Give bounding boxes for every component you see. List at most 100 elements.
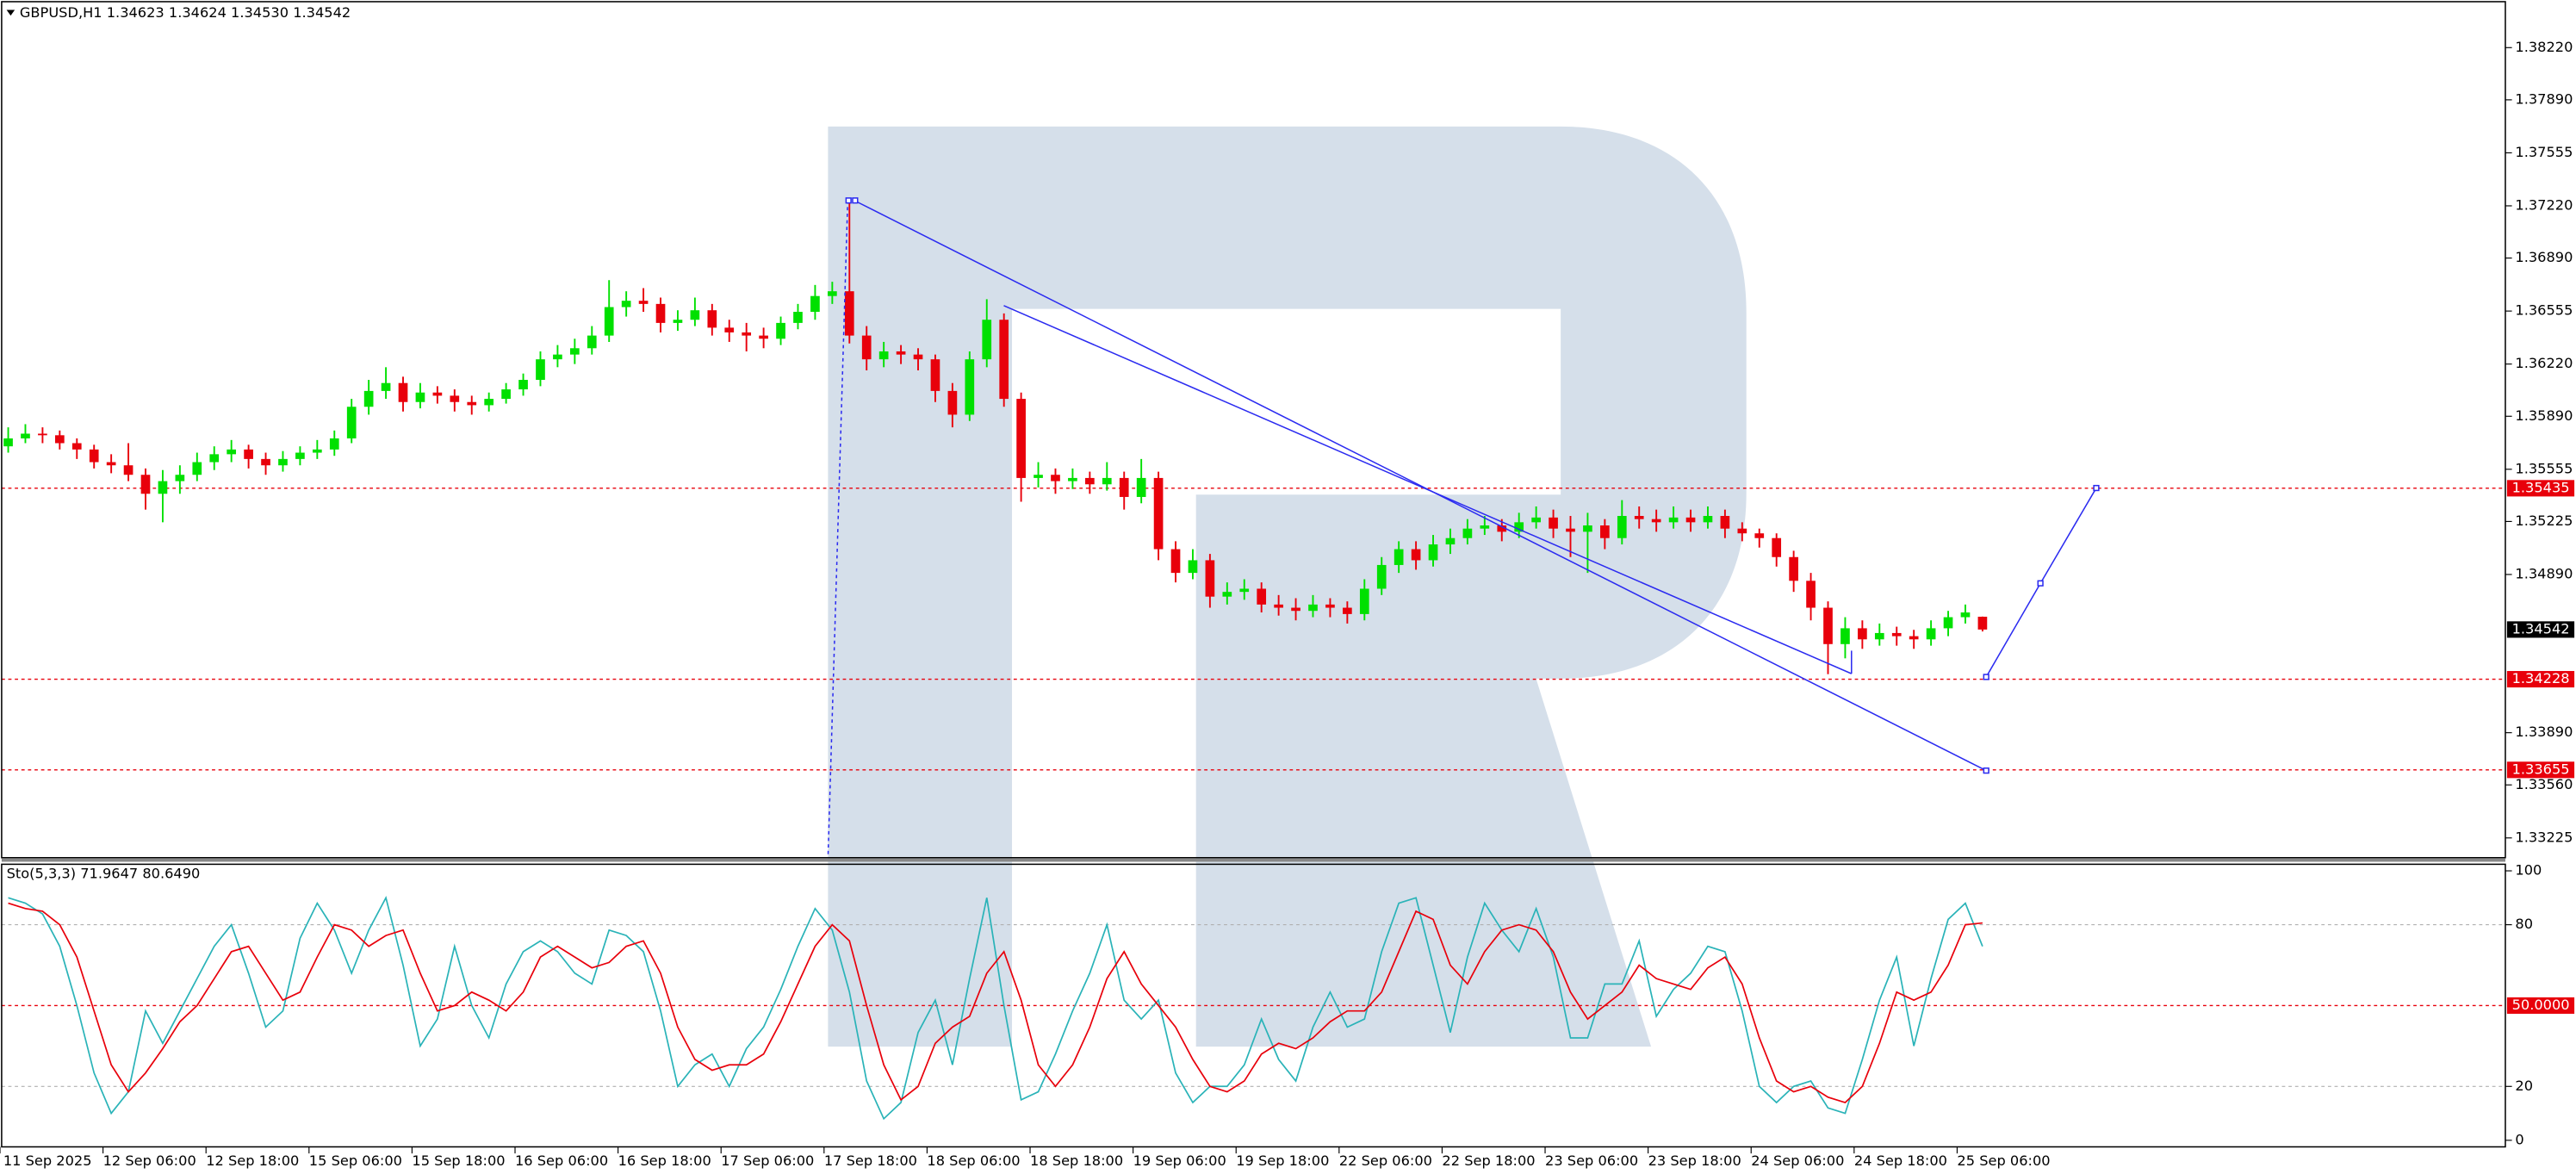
- candle-body: [295, 452, 305, 459]
- candle-body: [450, 395, 460, 402]
- candle-body: [467, 401, 477, 406]
- candle-body: [621, 301, 631, 307]
- level-label-box: [2506, 480, 2575, 497]
- x-tick-label: 16 Sep 06:00: [515, 1152, 608, 1169]
- indicator-line: [8, 895, 1983, 1121]
- current-price-box: [2506, 621, 2575, 638]
- candle-body: [982, 320, 992, 360]
- candle-body: [1634, 515, 1644, 519]
- y-tick-label: 1.37220: [2515, 196, 2573, 213]
- candle-body: [1617, 515, 1627, 538]
- x-tick-label: 23 Sep 06:00: [1545, 1152, 1638, 1169]
- candle-body: [810, 295, 820, 313]
- candle-body: [673, 320, 683, 323]
- y-tick-label: 1.37555: [2515, 144, 2573, 160]
- candle-body: [71, 443, 82, 450]
- candle-body: [1394, 549, 1404, 565]
- candle-body: [759, 335, 768, 339]
- candle-body: [209, 454, 220, 463]
- candle-body: [1068, 477, 1077, 481]
- candle-body: [106, 462, 116, 466]
- candle-body: [1136, 477, 1146, 497]
- candle-body: [1102, 477, 1112, 485]
- indicator-pane-frame: [1, 863, 2506, 1148]
- candle-body: [1222, 592, 1232, 597]
- candle-body: [227, 449, 237, 455]
- y-tick-label: 1.35890: [2515, 407, 2573, 424]
- candle-body: [1445, 537, 1456, 545]
- anchor-point: [2037, 580, 2044, 587]
- candle-body: [1359, 588, 1369, 614]
- candle-body: [878, 351, 889, 360]
- candle-body: [742, 332, 752, 336]
- candle-body: [1583, 525, 1592, 532]
- x-tick-label: 17 Sep 06:00: [721, 1152, 814, 1169]
- candle-body: [1205, 560, 1215, 597]
- anchor-point: [1983, 767, 1989, 774]
- candle-body: [1772, 537, 1782, 557]
- x-tick-label: 17 Sep 18:00: [824, 1152, 917, 1169]
- candle-body: [1462, 528, 1473, 538]
- candle-body: [1789, 556, 1798, 581]
- level-label-box: [2506, 671, 2575, 688]
- current-price-label: 1.34542: [2512, 620, 2570, 637]
- candle-body: [244, 449, 253, 459]
- candle-body: [844, 291, 854, 336]
- candle-body: [54, 435, 65, 444]
- x-tick-label: 16 Sep 18:00: [618, 1152, 711, 1169]
- candle-body: [655, 303, 666, 323]
- candle-body: [1514, 522, 1524, 532]
- candle-body: [1085, 477, 1095, 485]
- candle-body: [1600, 525, 1610, 538]
- candle-body: [484, 399, 494, 406]
- x-tick-label: 19 Sep 18:00: [1236, 1152, 1329, 1169]
- candle-body: [690, 310, 700, 320]
- candle-body: [1291, 607, 1300, 612]
- candle-body: [1737, 528, 1747, 534]
- indicator-level-label: 50.0000: [2512, 997, 2570, 1013]
- candle-body: [1960, 612, 1971, 618]
- candle-body: [1497, 525, 1507, 532]
- x-tick-label: 15 Sep 18:00: [412, 1152, 505, 1169]
- drawings: [827, 197, 2100, 858]
- y-tick-label: 1.36890: [2515, 249, 2573, 265]
- candle-body: [38, 433, 47, 436]
- candle-body: [398, 382, 408, 402]
- candle-body: [828, 291, 837, 296]
- candle-body: [536, 359, 545, 381]
- level-label: 1.35435: [2512, 479, 2570, 495]
- collapse-arrow: [6, 9, 16, 16]
- x-tick-label: 15 Sep 06:00: [309, 1152, 402, 1169]
- candle-body: [1703, 515, 1713, 523]
- x-tick-label: 18 Sep 18:00: [1030, 1152, 1123, 1169]
- candle-body: [158, 481, 168, 494]
- x-tick-label: 22 Sep 06:00: [1339, 1152, 1432, 1169]
- candle-body: [638, 301, 649, 304]
- watermark-logo: [828, 126, 1747, 1047]
- candle-body: [89, 449, 99, 463]
- anchor-point: [1983, 674, 1989, 680]
- x-tick-label: 11 Sep 2025: [3, 1152, 92, 1169]
- candle-body: [192, 462, 202, 475]
- main-pane-frame: [1, 1, 2506, 859]
- candle-body: [123, 465, 133, 475]
- x-tick-label: 12 Sep 18:00: [206, 1152, 299, 1169]
- x-tick-label: 22 Sep 18:00: [1442, 1152, 1535, 1169]
- candle-body: [1668, 517, 1679, 523]
- y-tick-label: 1.36220: [2515, 355, 2573, 371]
- y-tick-label: 1.33890: [2515, 724, 2573, 740]
- candle-body: [501, 389, 511, 400]
- x-tick-label: 18 Sep 06:00: [927, 1152, 1020, 1169]
- candle-body: [776, 322, 785, 339]
- candle-body: [707, 310, 717, 328]
- watermark-logo-leg: [1195, 678, 1652, 1047]
- candle-body: [913, 354, 923, 360]
- candle-body: [1977, 617, 1988, 630]
- candle-body: [1034, 475, 1043, 478]
- trend-line: [853, 200, 1987, 772]
- indicator-y-tick-label: 20: [2515, 1078, 2533, 1094]
- frames: [1, 1, 2506, 1148]
